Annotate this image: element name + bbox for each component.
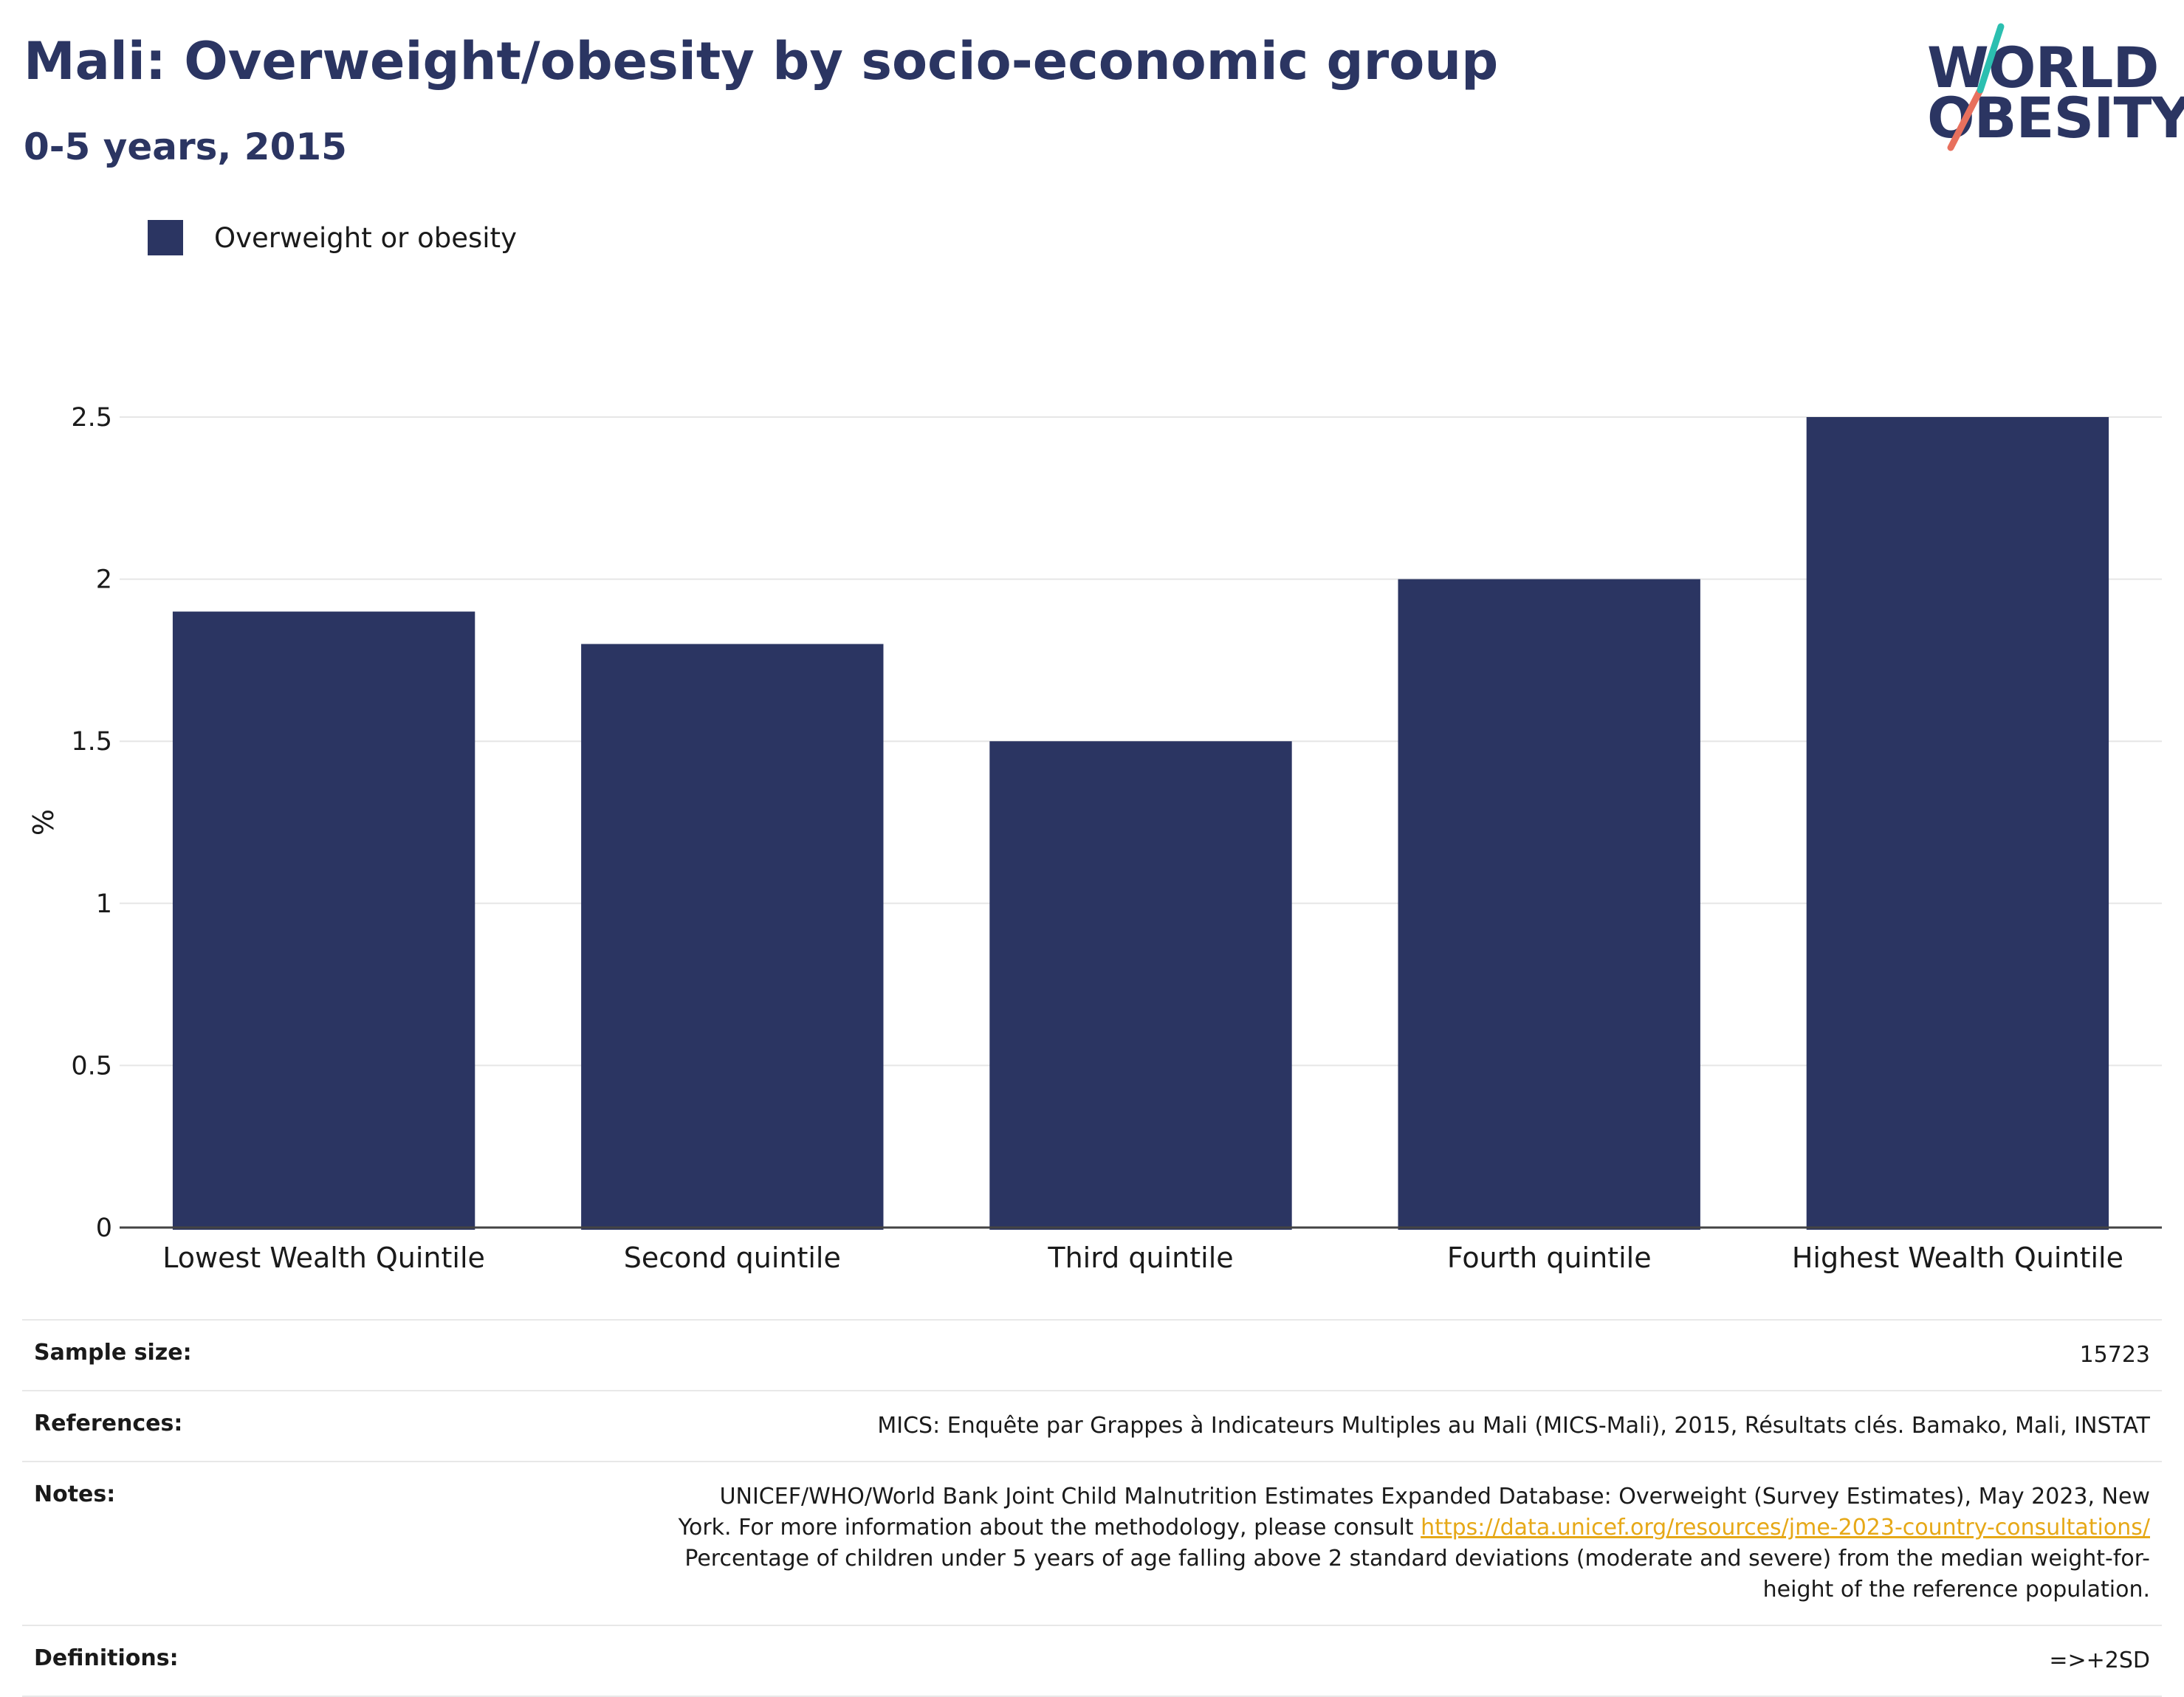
legend-swatch bbox=[148, 220, 183, 255]
bar bbox=[989, 741, 1292, 1230]
sample-size-row: Sample size: 15723 bbox=[22, 1320, 2162, 1391]
chart-title: Mali: Overweight/obesity by socio-econom… bbox=[24, 31, 1499, 92]
references-value: MICS: Enquête par Grappes à Indicateurs … bbox=[877, 1413, 2150, 1439]
bar-chart: 0 0.5 1 1.5 2 2.5 Lowest Wealth Quintile Secon… bbox=[27, 403, 2162, 1274]
logo-slash-icon bbox=[1947, 23, 2005, 151]
x-tick-labels: Lowest Wealth Quintile Second quintile Thi… bbox=[162, 1242, 2123, 1274]
definitions-value: =>+2SD bbox=[2049, 1648, 2150, 1673]
x-tick-label: Fourth quintile bbox=[1447, 1242, 1652, 1274]
x-tick-label: Second quintile bbox=[624, 1242, 841, 1274]
sample-size-value: 15723 bbox=[2079, 1342, 2150, 1368]
chart-legend: Overweight or obesity bbox=[148, 220, 517, 255]
logo-word-obesity: OBESITY bbox=[1927, 85, 2184, 151]
references-row: References: MICS: Enquête par Grappes à … bbox=[22, 1391, 2162, 1462]
bar bbox=[1806, 417, 2109, 1230]
notes-row: Notes: UNICEF/WHO/World Bank Joint Child… bbox=[22, 1462, 2162, 1625]
notes-label: Notes: bbox=[34, 1481, 116, 1507]
x-tick-label: Highest Wealth Quintile bbox=[1792, 1242, 2123, 1274]
y-tick-labels: 0 0.5 1 1.5 2 2.5 bbox=[71, 403, 112, 1243]
y-tick-label: 2 bbox=[96, 565, 112, 595]
y-tick-label: 0 bbox=[96, 1214, 112, 1243]
x-tick-label: Third quintile bbox=[1047, 1242, 1233, 1274]
notes-line-3: Percentage of children under 5 years of … bbox=[684, 1546, 2150, 1572]
legend-label: Overweight or obesity bbox=[214, 221, 517, 254]
definitions-row: Definitions: =>+2SD bbox=[22, 1625, 2162, 1696]
y-axis-label: % bbox=[27, 809, 60, 836]
bar bbox=[1398, 579, 1700, 1230]
notes-line-4: height of the reference population. bbox=[1762, 1577, 2150, 1603]
chart-subtitle: 0-5 years, 2015 bbox=[24, 125, 347, 168]
notes-line-2: York. For more information about the met… bbox=[678, 1515, 1414, 1541]
notes-value: UNICEF/WHO/World Bank Joint Child Malnut… bbox=[312, 1462, 2162, 1625]
y-tick-label: 1.5 bbox=[71, 727, 112, 757]
world-obesity-logo: WORLD OBESITY bbox=[1927, 22, 2184, 155]
bar bbox=[581, 644, 884, 1230]
bar bbox=[172, 611, 475, 1230]
info-table: Sample size: 15723 References: MICS: Enq… bbox=[22, 1319, 2162, 1697]
x-tick-label: Lowest Wealth Quintile bbox=[162, 1242, 485, 1274]
y-tick-label: 0.5 bbox=[71, 1051, 112, 1081]
y-tick-label: 2.5 bbox=[71, 403, 112, 433]
y-tick-label: 1 bbox=[96, 889, 112, 919]
notes-line-1: UNICEF/WHO/World Bank Joint Child Malnut… bbox=[719, 1484, 2150, 1510]
logo-word-world: WORLD bbox=[1927, 35, 2159, 100]
notes-methodology-link[interactable]: https://data.unicef.org/resources/jme-20… bbox=[1421, 1515, 2150, 1541]
definitions-label: Definitions: bbox=[34, 1645, 179, 1671]
references-label: References: bbox=[34, 1411, 183, 1436]
bars bbox=[172, 417, 2109, 1230]
sample-size-label: Sample size: bbox=[34, 1340, 192, 1366]
